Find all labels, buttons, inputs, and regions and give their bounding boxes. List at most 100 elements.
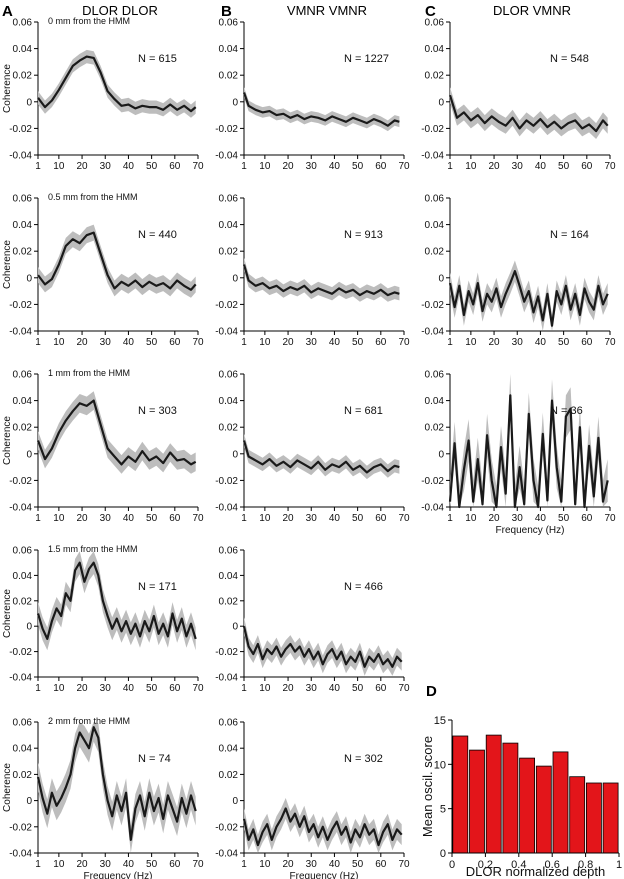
y-tick-label: -0.02 [421,124,444,135]
y-tick-label: 0.04 [13,396,33,407]
x-tick-label: 60 [375,161,387,172]
x-tick-label: 10 [259,337,271,348]
x-tick-label: 60 [169,859,181,870]
x-tick-label: 30 [306,337,318,348]
x-tick-label: 70 [604,513,616,524]
y-tick-label: 15 [434,715,446,727]
x-tick-label: 70 [192,859,204,870]
x-tick-label: 10 [259,683,271,694]
y-tick-label: 0.06 [425,18,445,29]
x-tick-label: 50 [558,161,570,172]
bar [502,742,519,854]
n-count-label: N = 303 [138,405,177,417]
y-tick-label: 0 [438,97,444,108]
x-tick-label: 50 [146,513,158,524]
y-tick-label: 0.04 [219,220,239,231]
panel-letter-a: A [2,3,13,20]
sem-band [450,374,608,507]
bar [519,757,535,854]
n-count-label: N = 171 [138,581,177,593]
y-tick-label: -0.02 [215,300,238,311]
bar [469,749,485,854]
x-tick-label: 1 [241,337,247,348]
y-tick-label: 0 [232,273,238,284]
y-tick-label: 0.06 [219,546,239,557]
y-tick-label: 0.04 [219,44,239,55]
n-count-label: N = 466 [344,581,383,593]
x-tick-label: 1 [35,859,41,870]
y-tick-label: 10 [434,759,446,771]
y-tick-label: -0.02 [9,476,32,487]
panel-a3: -0.04 -0.02 0 0.02 0.04 0.06 1 10 20 30 40 50 60 70 1 … [2,368,204,524]
n-count-label: N = 615 [138,53,177,65]
panel-b1: -0.04 -0.02 0 0.02 0.04 0.06 1 10 20 30 40 50 60 70 N … [215,18,410,173]
x-tick-label: 40 [123,683,135,694]
x-tick-label: 1 [616,859,622,871]
y-tick-label: 0.06 [219,370,239,381]
y-tick-label: -0.02 [421,476,444,487]
y-tick-label: 0.06 [13,546,33,557]
x-tick-label: 60 [169,683,181,694]
x-tick-label: 70 [192,683,204,694]
x-tick-label: 10 [465,161,477,172]
x-tick-label: 60 [375,859,387,870]
panel-letter-c: C [425,3,436,20]
x-tick-label: 20 [282,513,294,524]
y-tick-label: 0.04 [13,571,33,582]
n-count-label: N = 440 [138,229,177,241]
x-tick-label: 20 [488,337,500,348]
coherence-line [448,94,609,133]
x-tick-label: 50 [352,161,364,172]
x-tick-label: 50 [352,513,364,524]
x-tick-label: 40 [123,337,135,348]
panel-b2: -0.04 -0.02 0 0.02 0.04 0.06 1 10 20 30 40 50 60 70 N … [215,194,410,349]
y-tick-label: 0 [26,622,32,633]
y-tick-label: -0.04 [421,327,444,338]
y-tick-label: 0.06 [13,18,33,29]
y-axis-label: Coherence [2,416,13,465]
x-tick-label: 40 [329,337,341,348]
x-tick-label: 50 [146,683,158,694]
x-tick-label: 10 [465,337,477,348]
x-tick-label: 10 [465,513,477,524]
x-tick-label: 20 [282,859,294,870]
x-tick-label: 70 [192,337,204,348]
x-tick-label: 10 [53,859,65,870]
panel-c1: -0.04 -0.02 0 0.02 0.04 0.06 1 10 20 30 40 50 60 70 N … [421,18,616,173]
n-count-label: N = 913 [344,229,383,241]
x-tick-label: 20 [488,161,500,172]
y-tick-label: 0.04 [219,571,239,582]
x-tick-label: 70 [398,859,410,870]
coherence-line [242,440,400,474]
y-tick-label: -0.02 [215,647,238,658]
y-tick-label: -0.02 [9,124,32,135]
x-tick-label: 0.6 [545,859,560,871]
y-tick-label: 0.02 [219,247,239,258]
x-tick-label: 0.8 [578,859,593,871]
y-tick-label: 0.02 [13,423,33,434]
y-tick-label: -0.04 [9,151,32,162]
y-tick-label: -0.02 [9,822,32,833]
sem-band [38,49,196,118]
y-tick-label: -0.02 [421,300,444,311]
x-tick-label: 30 [512,161,524,172]
bar [452,735,469,854]
column-title-c: DLOR VMNR [493,3,571,18]
y-tick-label: 0.02 [13,596,33,607]
y-tick-label: 0.02 [219,71,239,82]
bar [586,782,602,854]
n-count-label: N = 164 [550,229,589,241]
x-tick-label: 40 [535,161,547,172]
y-tick-label: 0 [440,848,446,860]
bar [602,782,619,854]
y-tick-label: 0.04 [219,396,239,407]
x-tick-label: 1 [35,683,41,694]
y-tick-label: -0.04 [215,673,238,684]
n-count-label: N = 681 [344,405,383,417]
x-tick-label: 30 [306,513,318,524]
y-tick-label: -0.04 [9,849,32,860]
distance-annotation: 1.5 mm from the HMM [48,544,138,554]
x-tick-label: 50 [146,859,158,870]
x-tick-label: 10 [259,859,271,870]
